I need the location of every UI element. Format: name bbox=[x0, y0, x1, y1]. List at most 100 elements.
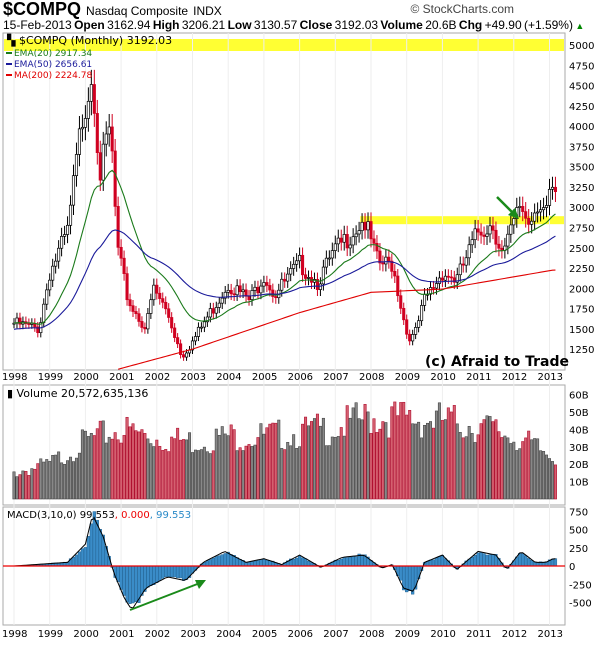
macd-bar bbox=[300, 557, 305, 567]
candle-body bbox=[283, 278, 287, 282]
symbol: $COMPQ bbox=[3, 0, 82, 19]
volume-bar bbox=[446, 407, 450, 500]
macd-bar bbox=[530, 559, 534, 567]
candle-body bbox=[107, 126, 111, 135]
volume-bar bbox=[63, 464, 67, 500]
price-axis-label: 2000 bbox=[569, 284, 594, 295]
candle-body bbox=[205, 316, 209, 323]
volume-bar bbox=[509, 443, 513, 500]
volume-bar bbox=[500, 437, 504, 500]
volume-bar bbox=[351, 407, 355, 500]
volume-bar bbox=[289, 445, 293, 500]
brand[interactable]: © StockCharts.com bbox=[410, 2, 514, 16]
volume-bar bbox=[390, 406, 394, 500]
volume-bar bbox=[229, 424, 233, 500]
macd-bar bbox=[262, 559, 266, 567]
macd-bar bbox=[119, 565, 123, 590]
volume-bar bbox=[161, 450, 165, 500]
macd-bar bbox=[527, 558, 531, 567]
volume-bar bbox=[423, 425, 427, 500]
candle-body bbox=[479, 231, 483, 236]
price-axis-label: 1250 bbox=[569, 345, 594, 356]
macd-axis-label: -250 bbox=[569, 580, 592, 591]
candle-body bbox=[420, 305, 424, 322]
candle-body bbox=[327, 257, 331, 260]
candle-body bbox=[408, 333, 412, 342]
volume-bar bbox=[547, 458, 551, 500]
low-value: 3130.57 bbox=[253, 18, 298, 32]
volume-bar bbox=[417, 421, 421, 500]
volume-bar bbox=[33, 468, 37, 500]
candle-body bbox=[541, 207, 546, 211]
macd-bar bbox=[259, 559, 263, 567]
candle-body bbox=[250, 290, 254, 301]
macd-bar bbox=[298, 555, 302, 567]
candle-body bbox=[271, 289, 275, 297]
candle-body bbox=[354, 233, 358, 238]
macd-bar bbox=[164, 565, 168, 578]
price-axis-label: 4250 bbox=[569, 102, 594, 113]
ema20-legend: EMA(20) 2917.34 bbox=[14, 49, 92, 59]
macd-bar bbox=[399, 565, 403, 581]
candle-body bbox=[485, 233, 489, 237]
candle-body bbox=[86, 100, 90, 119]
quote-line: 15-Feb-2013 Open 3162.94 High 3206.21 Lo… bbox=[3, 19, 584, 32]
candle-body bbox=[256, 286, 260, 294]
candle-body bbox=[390, 260, 394, 272]
volume-bar bbox=[402, 401, 406, 500]
candle-body bbox=[345, 234, 349, 249]
candle-body bbox=[104, 133, 108, 145]
candle-body bbox=[509, 224, 513, 235]
candle-body bbox=[336, 237, 340, 245]
candle-body bbox=[220, 297, 224, 304]
volume-bar bbox=[241, 450, 245, 500]
macd-bar bbox=[253, 561, 257, 567]
volume-bar bbox=[167, 451, 171, 500]
candle-body bbox=[437, 277, 441, 284]
x-axis-label-top: 2006 bbox=[288, 372, 313, 383]
macd-bar bbox=[524, 555, 528, 567]
volume-bar bbox=[324, 445, 328, 500]
candle-body bbox=[431, 287, 436, 289]
volume-bar bbox=[420, 437, 424, 500]
x-axis-label-top: 2002 bbox=[145, 372, 170, 383]
x-axis-label-bottom: 2013 bbox=[538, 629, 563, 640]
volume-bar bbox=[152, 446, 156, 500]
volume-bar bbox=[449, 411, 453, 500]
candle-body bbox=[455, 274, 459, 283]
candle-body bbox=[521, 206, 525, 212]
volume-bar bbox=[363, 404, 367, 500]
volume-bar bbox=[30, 468, 34, 500]
volume-bar bbox=[220, 426, 224, 500]
ma200-legend-swatch bbox=[6, 74, 12, 76]
volume-bar bbox=[179, 439, 183, 500]
macd-bar bbox=[98, 529, 102, 567]
volume-bar bbox=[426, 422, 430, 500]
volume-bar bbox=[185, 439, 189, 500]
x-axis-label-top: 2009 bbox=[395, 372, 420, 383]
price-panel bbox=[2, 32, 566, 371]
candle-body bbox=[351, 236, 355, 246]
x-axis-label-top: 2004 bbox=[216, 372, 241, 383]
volume-bar bbox=[518, 448, 522, 500]
macd-bar bbox=[217, 555, 221, 567]
price-axis-label: 3500 bbox=[569, 163, 594, 174]
volume-bar bbox=[155, 439, 159, 500]
volume-bar bbox=[545, 454, 549, 500]
volume-bar bbox=[253, 444, 257, 500]
macd-bar bbox=[437, 556, 442, 567]
candle-body bbox=[547, 188, 552, 206]
volume-bar bbox=[369, 433, 373, 500]
x-axis-label-bottom: 2007 bbox=[323, 629, 348, 640]
volume-bar bbox=[27, 475, 31, 500]
macd-bar bbox=[473, 555, 477, 567]
candle-body bbox=[262, 282, 266, 287]
candle-body bbox=[68, 204, 73, 226]
candle-body bbox=[214, 307, 218, 314]
candle-body bbox=[83, 118, 87, 128]
volume-bar bbox=[348, 417, 352, 500]
candle-body bbox=[185, 352, 189, 358]
macd-bar bbox=[295, 557, 299, 567]
ema20-legend-swatch bbox=[6, 52, 12, 54]
